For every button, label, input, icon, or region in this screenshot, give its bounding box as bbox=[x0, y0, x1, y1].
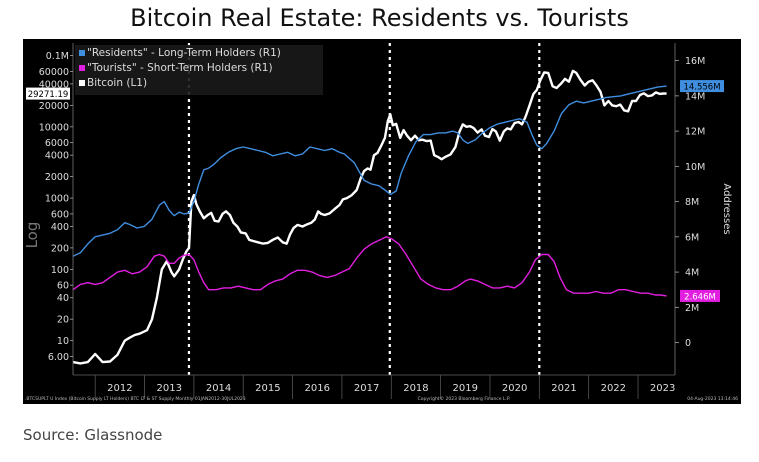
left-tick-label: 200 bbox=[51, 243, 69, 254]
right-tick-label: 6M bbox=[685, 232, 699, 243]
legend-entry: "Residents" - Long-Term Holders (R1) bbox=[87, 47, 281, 59]
axes: 2012 2013 2014 2015 2016 2017 2018 2019 2020 2021… bbox=[26, 43, 724, 399]
legend-entry: Bitcoin (L1) bbox=[87, 77, 147, 89]
right-tick-label: 10M bbox=[685, 162, 705, 173]
footer-source-note: .BTCSUPLT U Index (Bitcoin Supply LT Hol… bbox=[25, 396, 246, 402]
series-lines bbox=[72, 69, 667, 365]
tourists-last-value: 2.646M bbox=[684, 292, 716, 302]
residents-line bbox=[72, 85, 667, 257]
left-tick-label: 6.00 bbox=[48, 352, 69, 363]
right-tick-label: 12M bbox=[685, 127, 705, 138]
tourists-last-tag bbox=[680, 289, 720, 302]
left-tick-label: 1000 bbox=[45, 194, 69, 205]
chart-panel: 2012 2013 2014 2015 2016 2017 2018 2019 2020 2021… bbox=[23, 39, 741, 404]
left-tick-label: 6000 bbox=[45, 138, 69, 149]
x-tick-label: 2020 bbox=[502, 383, 527, 394]
x-tick-label: 2016 bbox=[305, 383, 330, 394]
left-tick-label: 10000 bbox=[39, 122, 69, 133]
footer-copyright: Copyright© 2023 Bloomberg Finance L.P. bbox=[418, 395, 511, 402]
left-tick-label: 20 bbox=[57, 315, 69, 326]
source-note: Source: Glassnode bbox=[23, 426, 163, 444]
footer-timestamp: 04-Aug-2023 13:14:46 bbox=[687, 396, 738, 402]
left-tick-label: 600 bbox=[51, 209, 69, 220]
bitcoin-price-line bbox=[72, 69, 667, 365]
legend-entry: "Tourists" - Short-Term Holders (R1) bbox=[87, 62, 273, 74]
right-tick-label: 4M bbox=[685, 268, 699, 279]
tourists-line bbox=[72, 236, 667, 297]
left-tick-label: 40000 bbox=[39, 79, 69, 90]
x-tick-label: 2023 bbox=[650, 383, 675, 394]
left-tick-label: 100 bbox=[51, 265, 69, 276]
bitcoin-last-value: 29271.19 bbox=[28, 90, 69, 100]
x-tick-label: 2021 bbox=[551, 383, 576, 394]
left-tick-label: 10 bbox=[57, 336, 69, 347]
chart-canvas: 2012 2013 2014 2015 2016 2017 2018 2019 2020 2021… bbox=[23, 39, 741, 404]
legend-box bbox=[75, 45, 323, 95]
x-tick-label: 2013 bbox=[156, 383, 181, 394]
left-tick-label: 0.1M bbox=[46, 51, 69, 62]
x-tick-label: 2018 bbox=[403, 383, 428, 394]
x-tick-label: 2015 bbox=[255, 383, 280, 394]
left-tick-label: 4000 bbox=[45, 151, 69, 162]
right-tick-label: 2M bbox=[685, 303, 699, 314]
legend-swatch bbox=[79, 80, 85, 86]
x-tick-label: 2012 bbox=[107, 383, 132, 394]
right-tick-label: 16M bbox=[685, 56, 705, 67]
page-title: Bitcoin Real Estate: Residents vs. Touri… bbox=[130, 4, 629, 32]
legend-swatch bbox=[79, 50, 85, 56]
x-tick-label: 2014 bbox=[206, 383, 231, 394]
left-tick-label: 60000 bbox=[39, 67, 69, 78]
right-axis-label: Addresses bbox=[721, 183, 732, 234]
left-tick-label: 60 bbox=[57, 281, 69, 292]
right-tick-label: 14M bbox=[685, 91, 705, 102]
chart-background bbox=[23, 39, 741, 404]
legend: "Residents" - Long-Term Holders (R1) "Tou… bbox=[75, 45, 323, 95]
residents-last-value: 14.556M bbox=[683, 83, 720, 93]
left-tick-label: 2000 bbox=[45, 172, 69, 183]
x-tick-label: 2019 bbox=[453, 383, 478, 394]
x-tick-label: 2017 bbox=[354, 383, 379, 394]
legend-swatch bbox=[79, 65, 85, 71]
residents-last-tag bbox=[680, 80, 724, 93]
right-tick-label: 8M bbox=[685, 197, 699, 208]
bitcoin-last-tag bbox=[26, 87, 70, 100]
left-axis-label: Log bbox=[23, 222, 41, 249]
x-tick-label: 2022 bbox=[601, 383, 626, 394]
left-tick-label: 20000 bbox=[39, 101, 69, 112]
left-tick-label: 40 bbox=[57, 293, 69, 304]
left-tick-label: 400 bbox=[51, 222, 69, 233]
right-tick-label: 0 bbox=[685, 338, 691, 349]
